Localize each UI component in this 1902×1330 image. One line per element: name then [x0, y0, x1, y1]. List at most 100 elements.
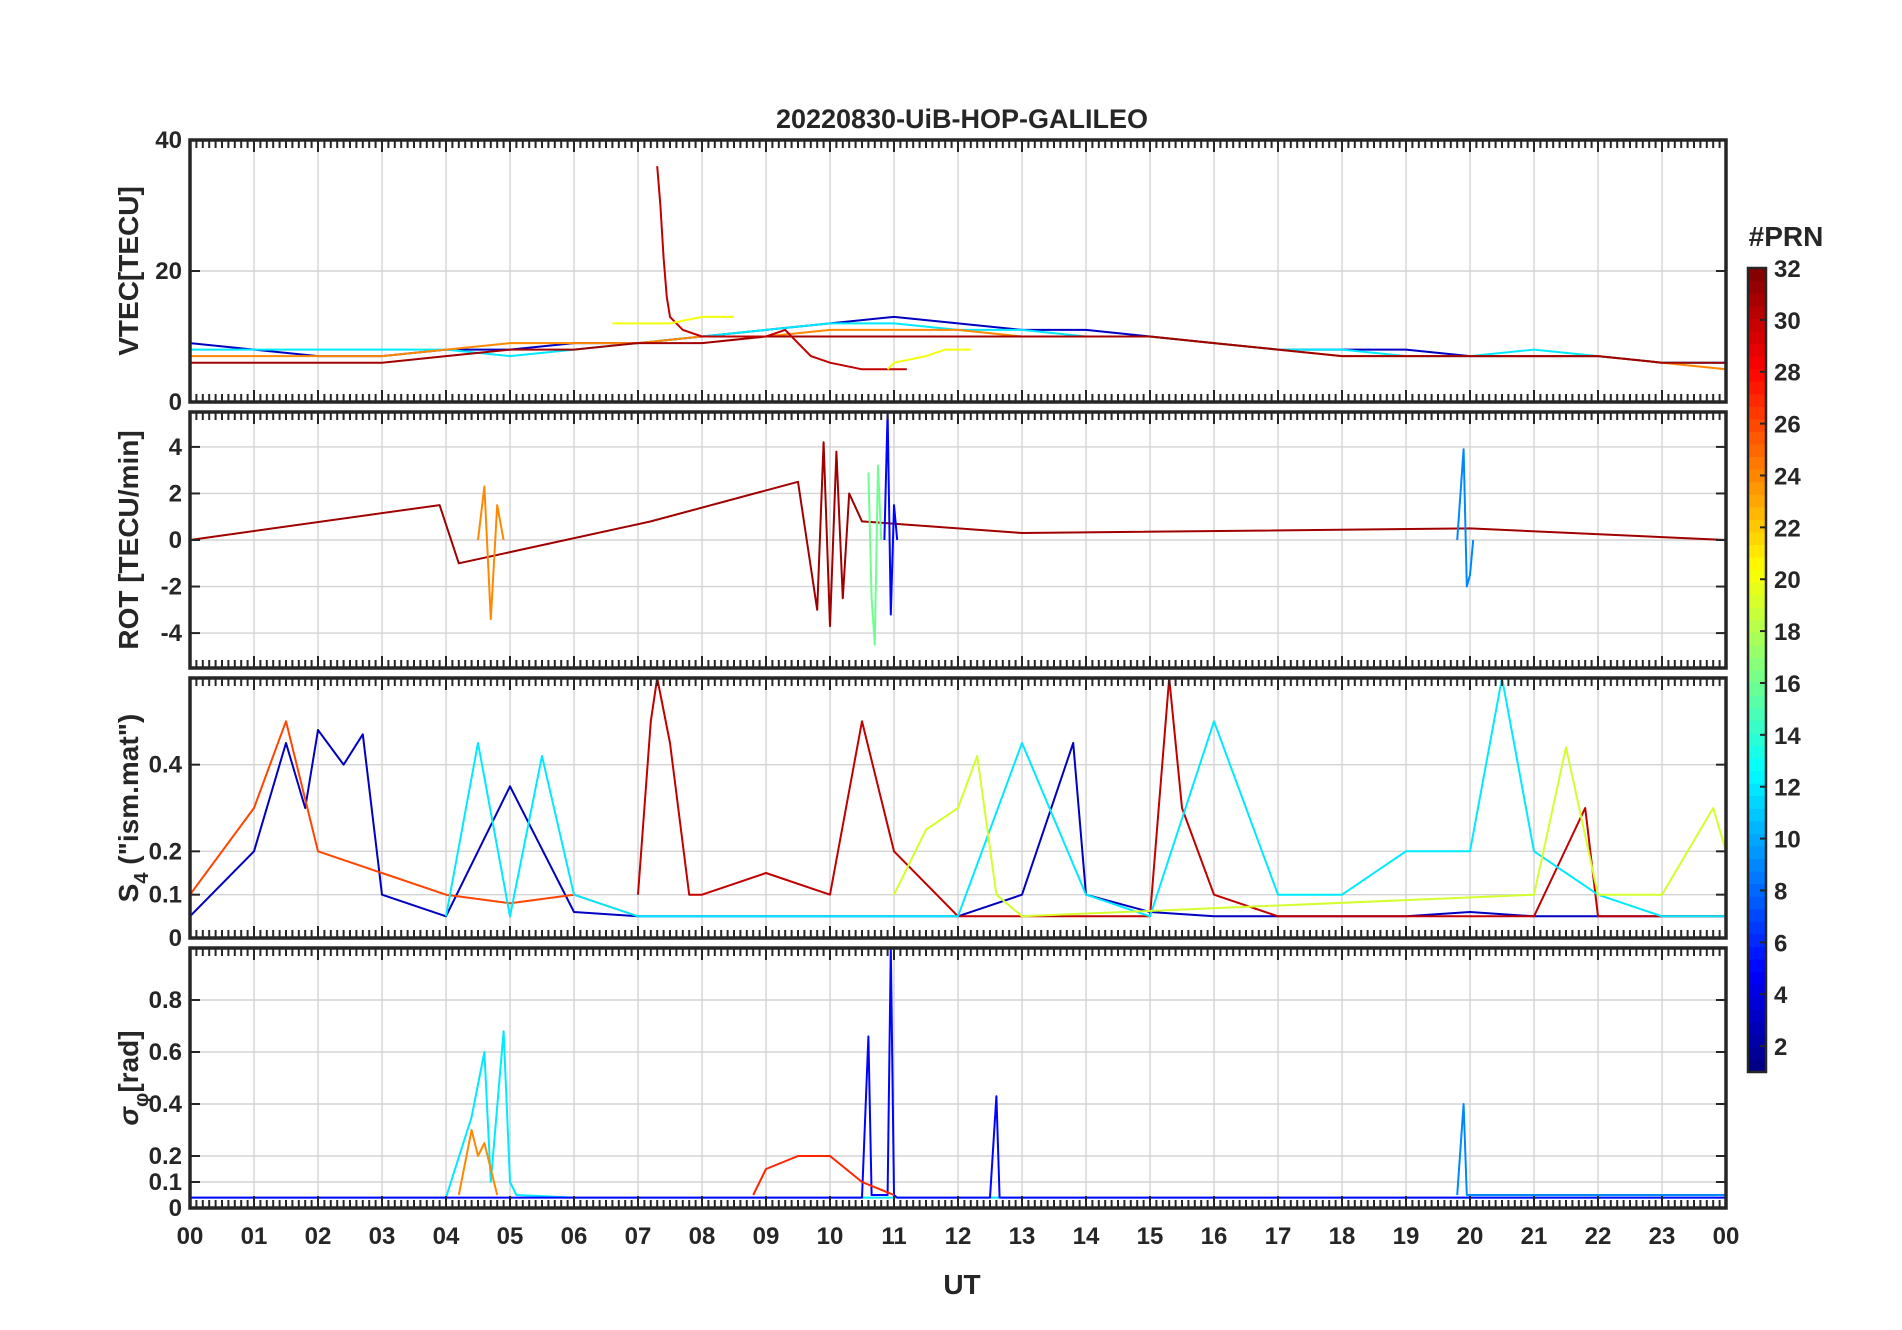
y-axis-label-suffix: ("ism.mat") — [113, 714, 144, 873]
colorbar-segment — [1748, 519, 1766, 533]
x-tick-label: 00 — [1713, 1223, 1740, 1250]
y-tick-label: 0.4 — [149, 1091, 183, 1118]
colorbar-segment — [1748, 946, 1766, 960]
colorbar-tick-label: 8 — [1774, 878, 1787, 905]
prn-16-series-line — [867, 464, 883, 646]
y-tick-label: 0.1 — [149, 1169, 182, 1196]
colorbar-segment — [1748, 494, 1766, 508]
y-tick-label: 0 — [169, 389, 182, 416]
sigma-phi-grid — [190, 948, 1726, 1208]
colorbar-segment — [1748, 795, 1766, 809]
y-tick-label: 0.1 — [149, 882, 182, 909]
colorbar-segment — [1748, 682, 1766, 696]
prn-20-series-line — [612, 315, 734, 325]
y-axis-label-main: ROT [TECU/min] — [113, 430, 144, 649]
colorbar-tick-label: 6 — [1774, 930, 1787, 957]
colorbar-segment — [1748, 531, 1766, 545]
rot-panel: -4 -2 0 2 4 ROT [TECU/min] — [113, 410, 1728, 670]
y-tick-label: 0.4 — [149, 752, 183, 779]
colorbar-segment — [1748, 871, 1766, 885]
colorbar-segment — [1748, 330, 1766, 344]
sigma-phi-series-group — [190, 948, 1726, 1199]
x-tick-label: 05 — [497, 1223, 524, 1250]
colorbar-segment — [1748, 770, 1766, 784]
colorbar-segment — [1748, 984, 1766, 998]
y-tick-label: 0.6 — [149, 1039, 182, 1066]
colorbar-segment — [1748, 908, 1766, 922]
colorbar-segment — [1748, 506, 1766, 520]
y-axis-label-subscript: 4 — [131, 872, 153, 884]
colorbar-tick-label: 32 — [1774, 256, 1801, 283]
prn-31-series-line — [190, 335, 1726, 364]
colorbar-segment — [1748, 958, 1766, 973]
colorbar-segment — [1748, 720, 1766, 734]
sigma-phi-y-axis-label: σφ[rad] — [113, 1030, 153, 1125]
y-tick-label: 0 — [169, 527, 182, 554]
colorbar-segment — [1748, 469, 1766, 483]
y-axis-label-suffix: [rad] — [113, 1030, 144, 1092]
colorbar-segment — [1748, 732, 1766, 746]
prn-12-series-line — [445, 678, 1726, 918]
colorbar-segment — [1748, 1059, 1766, 1073]
colorbar-segment — [1748, 1009, 1766, 1023]
x-tick-label: 18 — [1329, 1223, 1356, 1250]
colorbar-segment — [1748, 456, 1766, 470]
colorbar-tick-label: 12 — [1774, 775, 1801, 802]
colorbar-tick-label: 24 — [1774, 463, 1801, 490]
x-tick-label: 17 — [1265, 1223, 1292, 1250]
y-axis-label-main: S — [113, 884, 144, 903]
x-tick-label: 19 — [1393, 1223, 1420, 1250]
s4-y-axis-label: S4 ("ism.mat") — [113, 714, 153, 903]
colorbar-label: #PRN — [1749, 221, 1824, 252]
y-axis-label-main: σ — [113, 1106, 144, 1126]
s4-axes-frame — [188, 676, 1728, 940]
colorbar-segment — [1748, 368, 1766, 382]
chart-title: 20220830-UiB-HOP-GALILEO — [776, 104, 1148, 134]
y-tick-label: 20 — [155, 258, 182, 285]
x-tick-label: 13 — [1009, 1223, 1036, 1250]
prn-24-series-line — [477, 485, 505, 621]
colorbar-segment — [1748, 343, 1766, 357]
colorbar-segment — [1748, 757, 1766, 772]
colorbar-segment — [1748, 820, 1766, 834]
y-tick-label: 0 — [169, 1195, 182, 1222]
sigma-phi-axes-frame — [188, 946, 1728, 1210]
x-tick-label: 06 — [561, 1223, 588, 1250]
colorbar-segment — [1748, 896, 1766, 910]
colorbar-segment — [1748, 569, 1766, 583]
colorbar-segment — [1748, 695, 1766, 709]
colorbar-tick-label: 2 — [1774, 1034, 1787, 1061]
prn-9-series-line — [1456, 448, 1475, 588]
y-tick-label: -4 — [161, 620, 183, 647]
vtec-y-axis-label: VTEC[TECU] — [113, 186, 144, 356]
colorbar-segment — [1748, 1021, 1766, 1035]
vtec-panel: 0 20 40 VTEC[TECU] — [113, 127, 1728, 416]
colorbar-tick-label: 10 — [1774, 827, 1801, 854]
y-tick-label: 4 — [169, 434, 183, 461]
colorbar-segment — [1748, 858, 1766, 872]
x-tick-label: 21 — [1521, 1223, 1548, 1250]
colorbar-segment — [1748, 1046, 1766, 1061]
prn-30-series-line — [637, 678, 1726, 918]
colorbar-tick-label: 26 — [1774, 412, 1801, 439]
colorbar-segment — [1748, 418, 1766, 432]
y-tick-label: -2 — [161, 574, 182, 601]
colorbar-frame — [1746, 266, 1768, 1074]
colorbar-segment — [1748, 443, 1766, 458]
vtec-series-group — [190, 166, 1726, 371]
prn-5-series-line — [190, 948, 1726, 1199]
colorbar-segment — [1748, 582, 1766, 596]
prn-5-series-line — [883, 412, 899, 616]
colorbar-segment — [1748, 594, 1766, 608]
prn-20-series-line — [886, 348, 971, 370]
colorbar-segment — [1748, 556, 1766, 571]
rot-series-group — [190, 412, 1726, 646]
prn-9-series-line — [1456, 1103, 1726, 1196]
x-tick-label: 02 — [305, 1223, 332, 1250]
y-tick-label: 0.2 — [149, 1143, 182, 1170]
colorbar-segment — [1748, 406, 1766, 420]
colorbar-segment — [1748, 808, 1766, 822]
prn-12-series-line — [190, 1030, 1726, 1199]
colorbar-segment — [1748, 619, 1766, 633]
x-tick-label: 09 — [753, 1223, 780, 1250]
